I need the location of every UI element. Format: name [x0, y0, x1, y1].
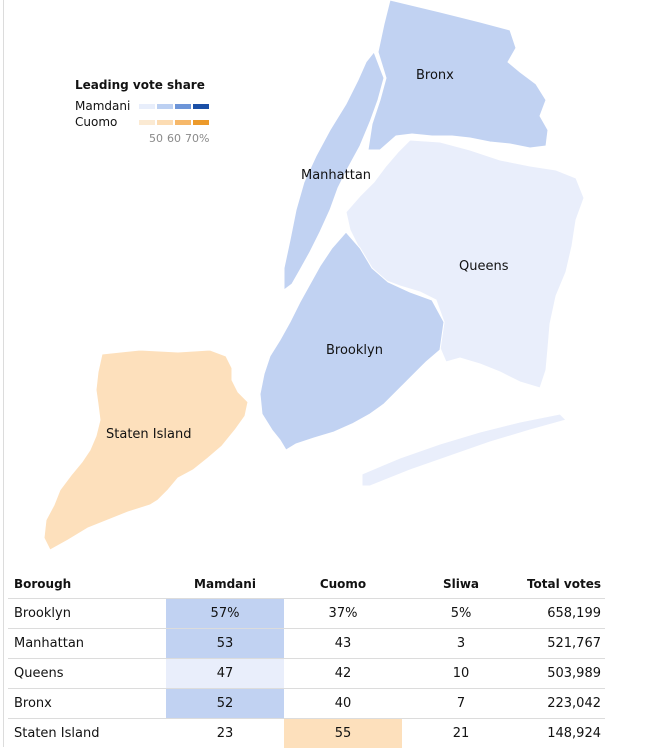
results-table: Borough Mamdani Cuomo Sliwa Total votes … [8, 570, 605, 748]
total-votes-cell: 223,042 [520, 689, 605, 719]
sliwa-cell: 7 [402, 689, 520, 719]
borough-cell: Queens [8, 659, 166, 689]
borough-cell: Staten Island [8, 719, 166, 748]
cuomo-cell: 42 [284, 659, 402, 689]
legend-cuomo-label: Cuomo [75, 115, 139, 129]
cuomo-cell: 37% [284, 599, 402, 629]
header-cuomo[interactable]: Cuomo [284, 570, 402, 599]
borough-cell: Bronx [8, 689, 166, 719]
sliwa-cell: 21 [402, 719, 520, 748]
header-total-votes[interactable]: Total votes [520, 570, 605, 599]
legend-swatch [139, 120, 155, 125]
total-votes-cell: 521,767 [520, 629, 605, 659]
bronx-region[interactable] [368, 0, 548, 150]
total-votes-cell: 148,924 [520, 719, 605, 748]
staten-island-region[interactable] [44, 350, 248, 550]
legend-swatch [193, 104, 209, 109]
cuomo-cell: 43 [284, 629, 402, 659]
total-votes-cell: 658,199 [520, 599, 605, 629]
legend-swatch [175, 104, 191, 109]
cuomo-cell: 55 [284, 719, 402, 748]
manhattan-label: Manhattan [301, 168, 371, 183]
sliwa-cell: 5% [402, 599, 520, 629]
mamdani-cell: 23 [166, 719, 284, 748]
legend-swatch [193, 120, 209, 125]
staten-island-label: Staten Island [106, 427, 191, 442]
legend-row-mamdani: Mamdani [75, 98, 209, 114]
borough-cell: Manhattan [8, 629, 166, 659]
cuomo-cell: 40 [284, 689, 402, 719]
sliwa-cell: 10 [402, 659, 520, 689]
legend-ticks: 50 60 70% [149, 132, 209, 145]
legend-tick: 70% [185, 132, 209, 145]
header-sliwa[interactable]: Sliwa [402, 570, 520, 599]
legend-swatch [175, 120, 191, 125]
borough-cell: Brooklyn [8, 599, 166, 629]
rockaway-region[interactable] [362, 414, 566, 486]
header-mamdani[interactable]: Mamdani [166, 570, 284, 599]
legend-cuomo-swatches [139, 120, 209, 125]
mamdani-cell: 57% [166, 599, 284, 629]
queens-label: Queens [459, 259, 509, 274]
table-header-row: Borough Mamdani Cuomo Sliwa Total votes [8, 570, 605, 599]
legend-swatch [139, 104, 155, 109]
brooklyn-label: Brooklyn [326, 343, 383, 358]
legend-title: Leading vote share [75, 78, 209, 92]
legend-row-cuomo: Cuomo [75, 114, 209, 130]
legend-tick: 50 [149, 132, 163, 145]
mamdani-cell: 52 [166, 689, 284, 719]
mamdani-cell: 47 [166, 659, 284, 689]
legend-mamdani-label: Mamdani [75, 99, 139, 113]
legend-swatch [157, 120, 173, 125]
mamdani-cell: 53 [166, 629, 284, 659]
header-borough[interactable]: Borough [8, 570, 166, 599]
map-legend: Leading vote share Mamdani Cuomo 50 60 7… [75, 78, 209, 145]
total-votes-cell: 503,989 [520, 659, 605, 689]
sliwa-cell: 3 [402, 629, 520, 659]
legend-mamdani-swatches [139, 104, 209, 109]
legend-swatch [157, 104, 173, 109]
bronx-label: Bronx [416, 68, 454, 83]
legend-tick: 60 [167, 132, 181, 145]
